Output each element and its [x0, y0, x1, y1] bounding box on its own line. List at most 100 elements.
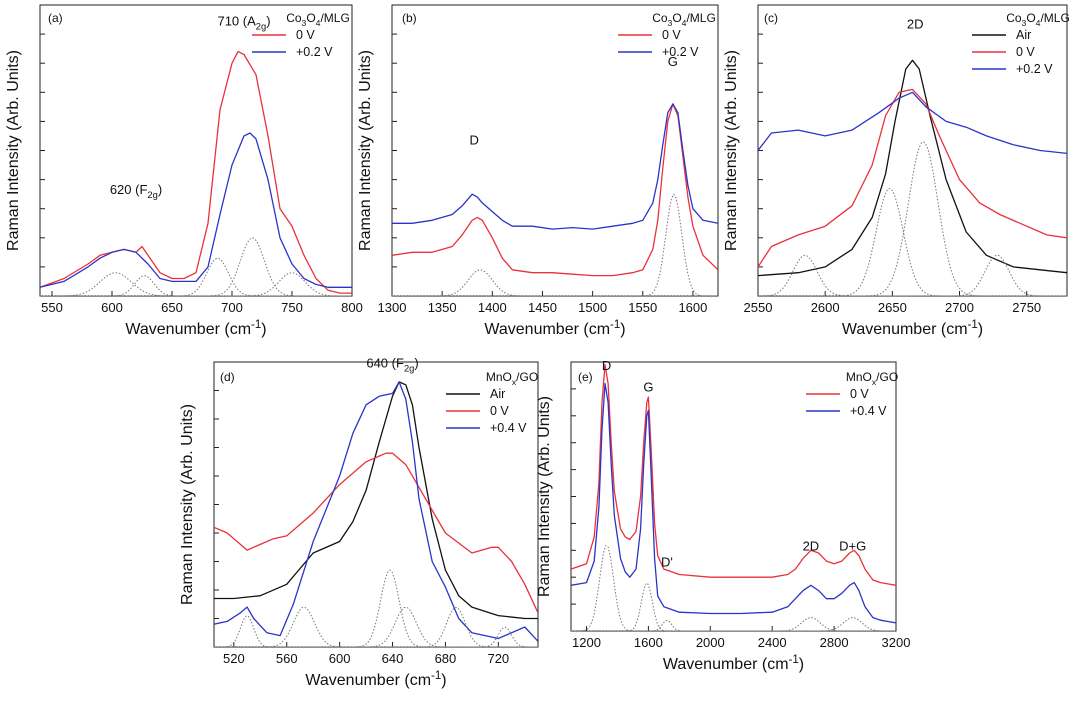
peak-annotation: D'	[661, 554, 673, 569]
series-line-0-v	[214, 452, 538, 614]
x-tick-label: 2400	[758, 635, 787, 650]
x-axis-label: Wavenumber (cm-1)	[305, 670, 446, 689]
y-axis-label: Raman Intensity (Arb. Units)	[357, 50, 374, 251]
curves	[758, 59, 1067, 296]
x-tick-label: 1400	[478, 300, 507, 315]
y-axis-label: Raman Intensity (Arb. Units)	[536, 396, 553, 597]
peak-annotation: D	[470, 133, 479, 148]
legend-label: +0.2 V	[662, 45, 699, 59]
fit-curve	[571, 617, 896, 631]
series-line-0-v	[758, 88, 1067, 268]
legend-label: +0.4 V	[850, 404, 887, 418]
peak-annotation: G	[668, 54, 678, 69]
legend-label: Air	[490, 387, 505, 401]
peak-annotation: 640 (F2g)	[366, 356, 418, 374]
x-tick-label: 2000	[696, 635, 725, 650]
fit-curve	[571, 619, 896, 631]
series-line-0-v	[392, 103, 718, 277]
panel-label: (e)	[578, 370, 593, 384]
x-tick-label: 1300	[378, 300, 407, 315]
legend-label: Air	[1016, 28, 1031, 42]
peak-annotation: G	[643, 380, 653, 395]
x-tick-label: 2800	[820, 635, 849, 650]
x-tick-label: 1600	[678, 300, 707, 315]
legend-label: 0 V	[1016, 45, 1035, 59]
y-axis-label: Raman Intensity (Arb. Units)	[179, 404, 196, 605]
x-tick-label: 1200	[572, 635, 601, 650]
x-tick-label: 720	[487, 651, 509, 666]
curves	[392, 103, 718, 296]
series-line-0-4-v	[214, 381, 538, 642]
sample-title: Co3O4/MLG	[1006, 11, 1070, 28]
series-line-0-2-v	[392, 103, 718, 230]
curves	[214, 381, 538, 647]
fit-curve	[214, 606, 538, 647]
series-line-0-v	[571, 364, 896, 586]
peak-annotation: D+G	[839, 538, 866, 553]
x-tick-label: 2750	[1012, 300, 1041, 315]
peak-annotation: 620 (F2g)	[110, 182, 162, 200]
fit-curve	[758, 141, 1067, 296]
x-tick-label: 1500	[578, 300, 607, 315]
series-line-0-2-v	[40, 132, 352, 288]
x-axis-label: Wavenumber (cm-1)	[842, 319, 983, 338]
legend-label: 0 V	[296, 28, 315, 42]
x-tick-label: 700	[221, 300, 243, 315]
series-line-air	[758, 59, 1067, 277]
fit-curve	[758, 254, 1067, 296]
series-line-0-v	[40, 50, 352, 294]
x-tick-label: 1600	[634, 635, 663, 650]
panel-label: (d)	[220, 370, 235, 384]
legend-label: 0 V	[850, 387, 869, 401]
x-tick-label: 2600	[811, 300, 840, 315]
peak-annotation: 2D	[803, 538, 820, 553]
legend-label: +0.2 V	[1016, 62, 1053, 76]
fit-curve	[758, 254, 1067, 296]
fit-curve	[214, 569, 538, 647]
x-tick-label: 1350	[428, 300, 457, 315]
x-tick-label: 650	[161, 300, 183, 315]
panel-label: (a)	[48, 11, 63, 25]
fit-curve	[392, 269, 718, 296]
y-axis-label: Raman Intensity (Arb. Units)	[723, 50, 740, 251]
sample-title: MnOx/GO	[486, 370, 538, 387]
fit-curve	[571, 617, 896, 631]
legend-label: +0.2 V	[296, 45, 333, 59]
sample-title: MnOx/GO	[846, 370, 898, 387]
panel-label: (b)	[402, 11, 417, 25]
x-tick-label: 550	[41, 300, 63, 315]
x-axis-label: Wavenumber (cm-1)	[663, 654, 804, 673]
fit-curve	[40, 272, 352, 296]
fit-curve	[40, 272, 352, 296]
x-tick-label: 2650	[878, 300, 907, 315]
fit-curve	[758, 188, 1067, 296]
plot-frame	[570, 361, 897, 632]
curves	[40, 50, 352, 296]
x-tick-label: 2550	[744, 300, 773, 315]
curves	[571, 364, 896, 631]
legend-label: 0 V	[662, 28, 681, 42]
x-tick-label: 600	[101, 300, 123, 315]
x-axis-label: Wavenumber (cm-1)	[484, 319, 625, 338]
legend-label: 0 V	[490, 404, 509, 418]
x-axis-label: Wavenumber (cm-1)	[125, 319, 266, 338]
legend-label: +0.4 V	[490, 421, 527, 435]
peak-annotation: D	[602, 358, 611, 373]
panel-label: (c)	[764, 11, 778, 25]
x-tick-label: 1550	[628, 300, 657, 315]
x-tick-label: 800	[341, 300, 363, 315]
sample-title: Co3O4/MLG	[652, 11, 716, 28]
x-tick-label: 600	[329, 651, 351, 666]
panel-b: 1300 1350 1400 1450 1500 1550 1600 (b) Co3O4/MLG…	[357, 4, 719, 338]
x-tick-label: 750	[281, 300, 303, 315]
fit-curve	[40, 257, 352, 296]
peak-annotation: 710 (A2g)	[217, 13, 270, 31]
series-line-0-4-v	[571, 382, 896, 624]
x-tick-label: 680	[435, 651, 457, 666]
series-line-0-2-v	[758, 91, 1067, 155]
panel-e: 1200 1600 2000 2400 2800 3200 (e) MnOx/GO0 V +0.…	[536, 358, 910, 673]
fit-curve	[571, 582, 896, 631]
